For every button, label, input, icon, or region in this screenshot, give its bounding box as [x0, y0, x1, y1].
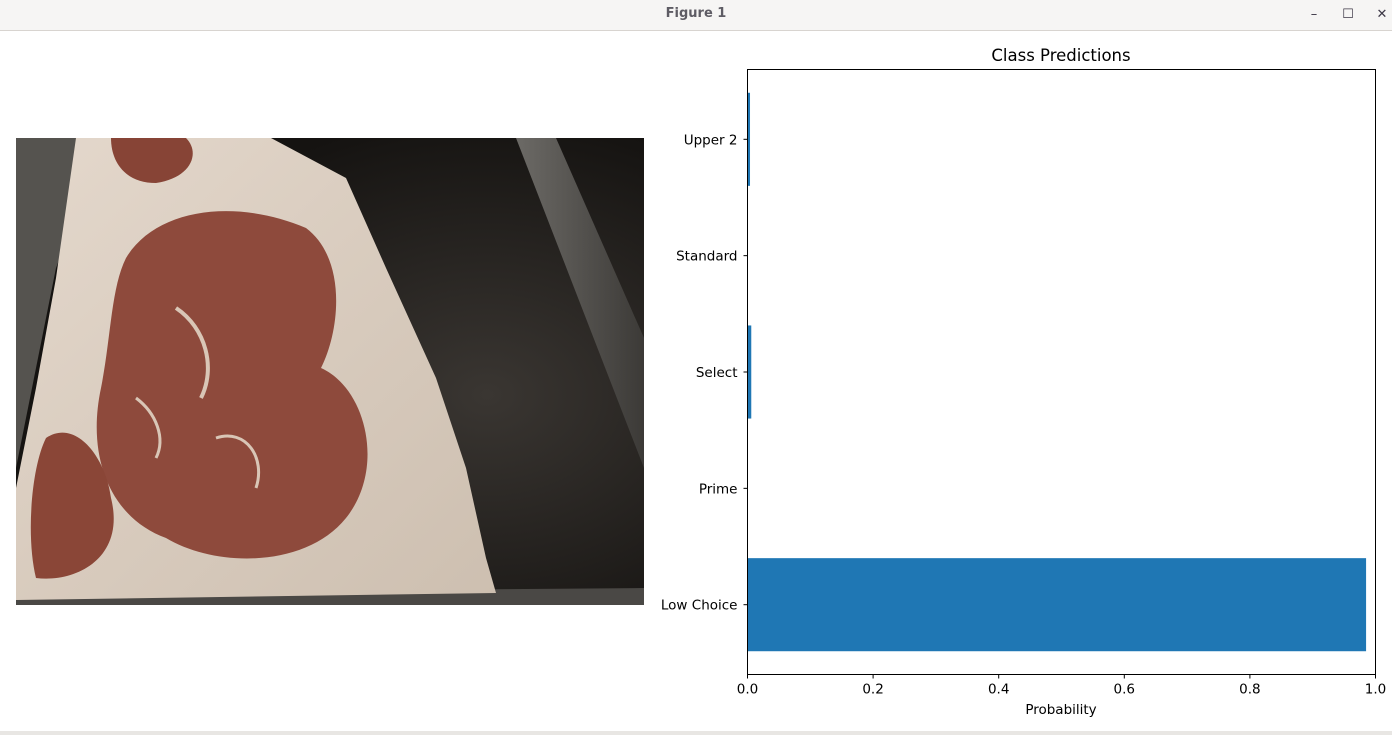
maximize-icon[interactable]: ☐: [1342, 7, 1354, 22]
y-tick-label: Prime: [699, 481, 738, 497]
y-tick-label: Low Choice: [661, 598, 738, 614]
bar-upper-2: [747, 92, 751, 186]
x-tick-label: 0.2: [862, 682, 883, 698]
y-tick-label: Upper 2: [684, 132, 738, 148]
x-axis-label: Probability: [1025, 702, 1096, 718]
x-tick-label: 0.6: [1114, 682, 1135, 698]
x-tick-label: 0.4: [988, 682, 1009, 698]
window-titlebar: Figure 1 – ☐ ✕: [0, 0, 1392, 31]
plot-frame: [747, 69, 1376, 675]
x-tick-label: 1.0: [1365, 682, 1386, 698]
close-icon[interactable]: ✕: [1376, 7, 1388, 22]
chart-title: Class Predictions: [991, 46, 1130, 65]
x-tick-label: 0.0: [737, 682, 758, 698]
bar-select: [747, 325, 752, 419]
bar-low-choice: [747, 558, 1367, 652]
steak-image: [16, 138, 644, 605]
window-title: Figure 1: [665, 6, 727, 21]
x-tick-label: 0.8: [1239, 682, 1260, 698]
y-tick-label: Standard: [676, 249, 737, 265]
y-tick-label: Select: [696, 365, 738, 381]
window-bottom-edge: [0, 731, 1392, 735]
steak-photo: [16, 138, 644, 605]
minimize-icon[interactable]: –: [1310, 7, 1318, 22]
